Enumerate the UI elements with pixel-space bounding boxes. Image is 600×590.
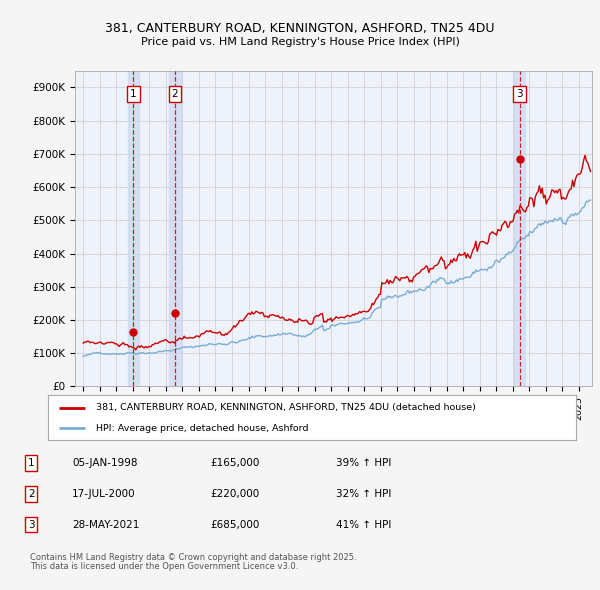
Text: HPI: Average price, detached house, Ashford: HPI: Average price, detached house, Ashf…: [95, 424, 308, 433]
Text: 2: 2: [28, 489, 35, 499]
Text: Contains HM Land Registry data © Crown copyright and database right 2025.: Contains HM Land Registry data © Crown c…: [30, 553, 356, 562]
Bar: [128, 71, 139, 386]
Text: 05-JAN-1998: 05-JAN-1998: [72, 458, 137, 468]
Text: 39% ↑ HPI: 39% ↑ HPI: [336, 458, 391, 468]
Text: 381, CANTERBURY ROAD, KENNINGTON, ASHFORD, TN25 4DU (detached house): 381, CANTERBURY ROAD, KENNINGTON, ASHFOR…: [95, 403, 475, 412]
Text: 1: 1: [28, 458, 35, 468]
Text: 41% ↑ HPI: 41% ↑ HPI: [336, 520, 391, 529]
Text: 3: 3: [28, 520, 35, 529]
Text: £220,000: £220,000: [210, 489, 259, 499]
Text: This data is licensed under the Open Government Licence v3.0.: This data is licensed under the Open Gov…: [30, 562, 298, 571]
Text: 17-JUL-2000: 17-JUL-2000: [72, 489, 136, 499]
Text: 28-MAY-2021: 28-MAY-2021: [72, 520, 139, 529]
Text: 3: 3: [517, 89, 523, 99]
Text: Price paid vs. HM Land Registry's House Price Index (HPI): Price paid vs. HM Land Registry's House …: [140, 37, 460, 47]
Text: £685,000: £685,000: [210, 520, 259, 529]
Text: 1: 1: [130, 89, 137, 99]
Text: £165,000: £165,000: [210, 458, 259, 468]
Bar: [514, 71, 526, 386]
Text: 2: 2: [172, 89, 178, 99]
Bar: [169, 71, 181, 386]
Text: 32% ↑ HPI: 32% ↑ HPI: [336, 489, 391, 499]
Text: 381, CANTERBURY ROAD, KENNINGTON, ASHFORD, TN25 4DU: 381, CANTERBURY ROAD, KENNINGTON, ASHFOR…: [105, 22, 495, 35]
